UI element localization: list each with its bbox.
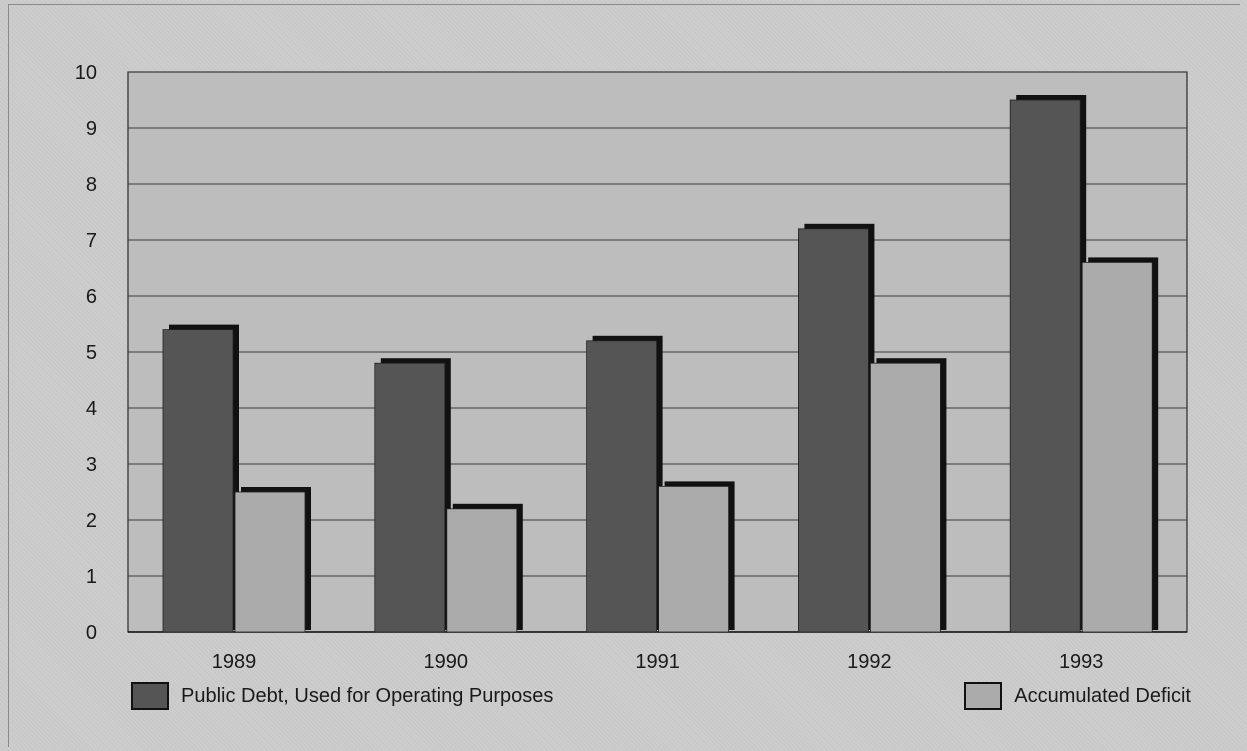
x-tick-label: 1990	[424, 651, 469, 673]
bar-public-debt-1990	[374, 362, 446, 633]
legend-swatch-accumulated-deficit	[964, 682, 1003, 710]
y-tick-label: 8	[86, 174, 97, 196]
bars	[162, 95, 1159, 633]
y-tick-label: 1	[86, 566, 97, 588]
y-tick-label: 0	[86, 622, 97, 644]
y-tick-label: 3	[86, 454, 97, 476]
y-axis: 0 1 2 3 4 5 6 7 8 9 10	[75, 62, 97, 644]
x-tick-label: 1993	[1059, 651, 1104, 673]
bar-public-debt-1993	[1009, 99, 1081, 633]
x-tick-label: 1989	[212, 651, 257, 673]
y-tick-label: 4	[86, 398, 97, 420]
x-tick-label: 1991	[635, 651, 680, 673]
legend-label-public-debt: Public Debt, Used for Operating Purposes	[181, 684, 554, 707]
bar-public-debt-1989	[162, 329, 234, 633]
bar-public-debt-1992	[798, 228, 869, 633]
legend-item-accumulated-deficit: Accumulated Deficit	[964, 679, 1191, 713]
x-axis: 1989 1990 1991 1992 1993	[212, 651, 1104, 673]
y-tick-label: 6	[86, 286, 97, 308]
y-tick-label: 2	[86, 510, 97, 532]
y-tick-label: 9	[86, 118, 97, 140]
bar-accumulated-deficit-1990	[446, 508, 518, 633]
bar-accumulated-deficit-1991	[658, 485, 729, 633]
figure-frame	[8, 4, 1240, 747]
y-tick-label: 7	[86, 230, 97, 252]
bar-accumulated-deficit-1992	[870, 362, 941, 633]
legend-item-public-debt: Public Debt, Used for Operating Purposes	[131, 679, 553, 713]
bar-accumulated-deficit-1993	[1081, 261, 1153, 633]
legend-label-accumulated-deficit: Accumulated Deficit	[1014, 684, 1191, 707]
bar-accumulated-deficit-1989	[234, 491, 306, 633]
bar-public-debt-1991	[586, 340, 657, 633]
y-tick-label: 5	[86, 342, 97, 364]
x-tick-label: 1992	[847, 651, 892, 673]
y-tick-label: 10	[75, 62, 97, 84]
legend-swatch-public-debt	[131, 682, 169, 710]
